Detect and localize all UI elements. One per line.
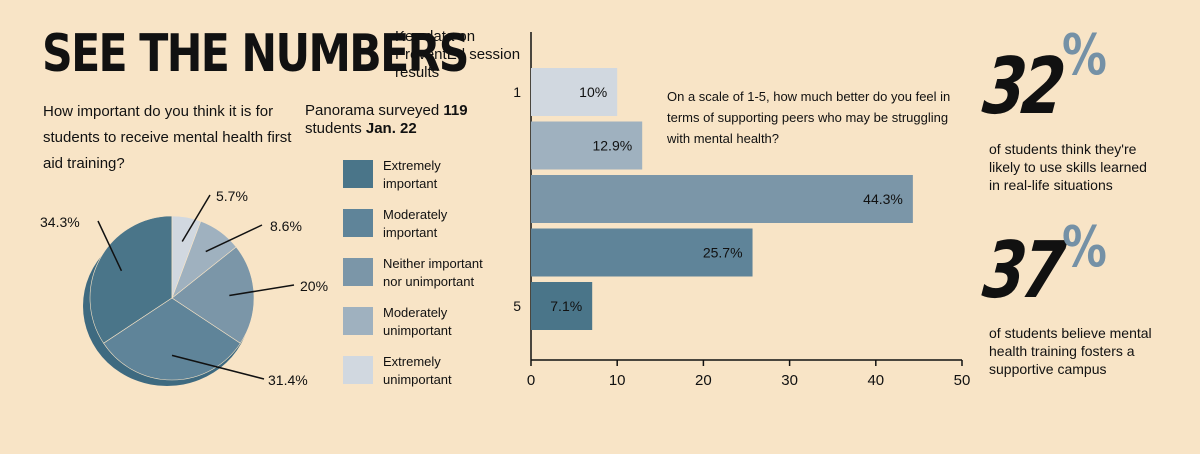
stat-description: of students believe mental health traini… bbox=[989, 325, 1152, 377]
x-tick-label: 20 bbox=[695, 372, 712, 389]
legend-label: Extremely important bbox=[383, 158, 441, 191]
bar bbox=[531, 68, 618, 116]
pie-slice bbox=[171, 246, 255, 344]
page-subtitle: Key data on PreventEd session results bbox=[395, 28, 521, 81]
pie-slice bbox=[171, 215, 202, 299]
survey-prefix: Panorama surveyed bbox=[305, 102, 444, 119]
bar-value-label: 44.3% bbox=[863, 191, 903, 207]
y-category-label: 5 bbox=[513, 298, 521, 314]
pie-chart-question: How important do you think it is for stu… bbox=[43, 103, 292, 172]
survey-count: 119 bbox=[443, 102, 468, 119]
legend-label: Moderately important bbox=[383, 207, 448, 240]
page-title: SEE THE NUMBERS bbox=[42, 24, 470, 84]
legend-item-moderately-important: Moderately important bbox=[343, 206, 523, 242]
pie-leader-line bbox=[205, 224, 263, 253]
stat-description: of students think they're likely to use … bbox=[989, 141, 1147, 193]
legend-item-extremely-important: Extremely important bbox=[343, 157, 523, 193]
pie-slice-label: 20% bbox=[300, 278, 329, 294]
legend-label: Moderately unimportant bbox=[383, 305, 452, 338]
percent-symbol: % bbox=[1062, 23, 1107, 88]
percent-symbol: % bbox=[1062, 215, 1107, 280]
bar-value-label: 10% bbox=[579, 84, 607, 100]
legend-swatch bbox=[343, 258, 373, 286]
pie-leader-line bbox=[229, 284, 295, 297]
stat-number: 32 bbox=[979, 42, 1066, 132]
pie-leader-line bbox=[181, 194, 211, 242]
bar bbox=[531, 282, 593, 330]
x-tick-label: 30 bbox=[781, 372, 798, 389]
legend-item-extremely-unimportant: Extremely unimportant bbox=[343, 353, 523, 389]
bar bbox=[531, 228, 753, 277]
pie-leader-line bbox=[171, 354, 265, 380]
legend-swatch bbox=[343, 307, 373, 335]
pie-slice-label: 5.7% bbox=[216, 188, 248, 204]
pie-slice-label: 31.4% bbox=[268, 372, 308, 388]
legend-label: Extremely unimportant bbox=[383, 354, 452, 387]
legend-label: Neither important nor unimportant bbox=[383, 256, 483, 289]
legend-swatch bbox=[343, 209, 373, 237]
bar bbox=[531, 121, 643, 170]
legend-item-moderately-unimportant: Moderately unimportant bbox=[343, 304, 523, 340]
bar bbox=[531, 175, 913, 223]
survey-date: Jan. 22 bbox=[365, 120, 417, 137]
pie-slice-label: 8.6% bbox=[270, 218, 302, 234]
pie-slice-label: 34.3% bbox=[40, 214, 80, 230]
pie-leader-line bbox=[97, 220, 123, 272]
y-category-label: 1 bbox=[513, 84, 521, 100]
survey-middle: students bbox=[305, 120, 366, 137]
legend-swatch bbox=[343, 160, 373, 188]
legend-item-neither: Neither important nor unimportant bbox=[343, 255, 523, 291]
bar-value-label: 7.1% bbox=[550, 298, 582, 314]
bar-value-label: 12.9% bbox=[592, 138, 632, 154]
x-tick-label: 0 bbox=[527, 372, 535, 389]
bar-value-label: 25.7% bbox=[703, 245, 743, 261]
x-tick-label: 50 bbox=[954, 372, 971, 389]
bar-chart-question: On a scale of 1-5, how much better do yo… bbox=[667, 89, 951, 146]
x-tick-label: 10 bbox=[609, 372, 626, 389]
pie-slice bbox=[103, 297, 241, 381]
survey-note: Panorama surveyed 119 students Jan. 22 bbox=[305, 102, 515, 138]
stat-number: 37 bbox=[979, 226, 1066, 316]
legend-swatch bbox=[343, 356, 373, 384]
x-tick-label: 40 bbox=[867, 372, 884, 389]
